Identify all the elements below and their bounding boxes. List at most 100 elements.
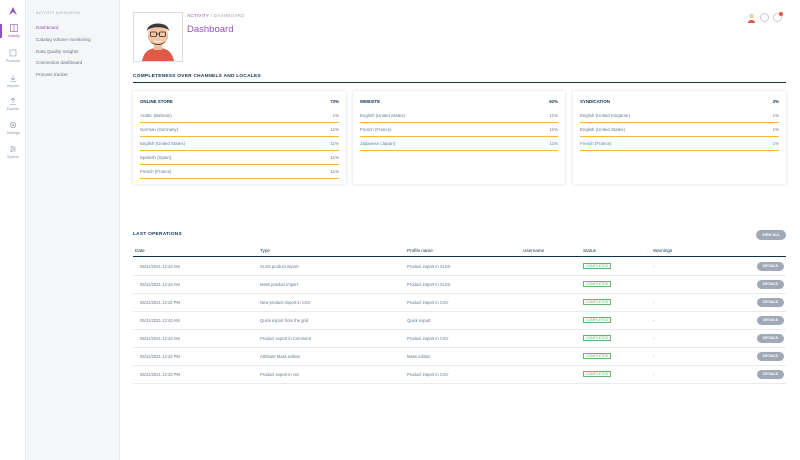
locale-pct: 11% bbox=[330, 127, 339, 132]
status-badge: COMPLETED bbox=[583, 263, 612, 269]
akeneo-logo-icon[interactable] bbox=[8, 6, 18, 16]
locale-row: French (France) 11% bbox=[140, 167, 339, 179]
col-profile: Profile name bbox=[407, 248, 433, 253]
table-row: 05/31/2021 12:43 AM XLSX product import … bbox=[133, 258, 786, 276]
row-date: 05/31/2021 12:43 PM bbox=[140, 372, 181, 377]
details-button[interactable]: DETAILS bbox=[757, 334, 784, 343]
channel-header: WEBSITE 92% bbox=[360, 99, 558, 105]
table-row: 05/31/2021 12:43 AM Quick export from th… bbox=[133, 312, 786, 330]
main-nav: Activity Products Imports Exports Settin… bbox=[0, 0, 26, 460]
nav-item-activity[interactable]: Activity bbox=[0, 24, 26, 38]
subnav-item-connection-dashboard[interactable]: Connection dashboard bbox=[36, 60, 83, 65]
col-warnings: Warnings bbox=[653, 248, 673, 253]
breadcrumb-separator: / bbox=[210, 13, 213, 18]
locale-row: Japanese (Japan) 11% bbox=[360, 139, 558, 151]
details-button[interactable]: DETAILS bbox=[757, 262, 784, 271]
channel-header: ONLINE STORE 73% bbox=[140, 99, 339, 105]
row-profile: Product import in XLSX bbox=[407, 264, 451, 269]
locale-name: English (United States) bbox=[580, 127, 625, 132]
locale-name: Japanese (Japan) bbox=[360, 141, 396, 146]
details-button[interactable]: DETAILS bbox=[757, 298, 784, 307]
locale-pct: 11% bbox=[549, 113, 558, 118]
row-type: Product export in Comment bbox=[260, 336, 311, 341]
nav-item-exports[interactable]: Exports bbox=[0, 97, 26, 111]
subnav-item-data-quality[interactable]: Data Quality Insights bbox=[36, 49, 79, 54]
col-username: Username bbox=[523, 248, 545, 253]
section-divider bbox=[133, 82, 786, 83]
details-button[interactable]: DETAILS bbox=[757, 316, 784, 325]
system-icon bbox=[10, 146, 16, 152]
locale-pct: 11% bbox=[549, 141, 558, 146]
locale-row: English (United Kingdom) 1% bbox=[580, 111, 779, 123]
locale-row: Arabic (Bahrain) 1% bbox=[140, 111, 339, 123]
locale-name: German (Germany) bbox=[140, 127, 179, 132]
locale-name: English (United Kingdom) bbox=[580, 113, 630, 118]
details-button[interactable]: DETAILS bbox=[757, 352, 784, 361]
table-row: 05/31/2021 12:32 PM New product import i… bbox=[133, 294, 786, 312]
activity-icon bbox=[10, 24, 18, 32]
row-date: 05/31/2021 12:43 AM bbox=[140, 282, 180, 287]
page-title: Dashboard bbox=[187, 24, 234, 35]
locale-pct: 1% bbox=[332, 113, 339, 118]
view-all-button[interactable]: VIEW ALL bbox=[756, 230, 786, 240]
locale-pct: 1% bbox=[772, 141, 779, 146]
nav-label: Activity bbox=[8, 34, 20, 38]
activity-subnav: ACTIVITY NAVIGATION Dashboard Catalog vo… bbox=[26, 0, 120, 460]
breadcrumb: ACTIVITY / DASHBOARD bbox=[187, 13, 245, 18]
help-icon[interactable] bbox=[760, 13, 769, 22]
nav-label: Products bbox=[5, 59, 21, 63]
locale-pct: 1% bbox=[772, 113, 779, 118]
subnav-item-process-tracker[interactable]: Process tracker bbox=[36, 72, 68, 77]
imports-icon bbox=[10, 75, 16, 82]
col-date: Date bbox=[135, 248, 145, 253]
completeness-title: COMPLETENESS OVER CHANNELS AND LOCALES bbox=[133, 74, 261, 79]
notification-dot bbox=[779, 12, 783, 16]
locale-row: German (Germany) 11% bbox=[140, 125, 339, 137]
col-type: Type bbox=[260, 248, 270, 253]
operations-title: LAST OPERATIONS bbox=[133, 232, 182, 237]
user-avatar-icon[interactable] bbox=[747, 13, 756, 23]
nav-label: System bbox=[7, 155, 19, 159]
row-profile: Product import in XLSX bbox=[407, 282, 451, 287]
row-type: XLSX product import bbox=[260, 264, 299, 269]
subnav-item-dashboard[interactable]: Dashboard bbox=[36, 25, 59, 30]
row-date: 05/31/2021 12:43 AM bbox=[140, 336, 180, 341]
row-type: Product export in csv bbox=[260, 372, 300, 377]
row-warnings: - bbox=[653, 354, 655, 359]
locale-row: English (United States) 1% bbox=[580, 125, 779, 137]
nav-item-imports[interactable]: Imports bbox=[0, 74, 26, 88]
dashboard-illustration bbox=[133, 12, 183, 62]
notifications-icon[interactable] bbox=[773, 12, 783, 22]
channel-card-syndication: SYNDICATION 3% English (United Kingdom) … bbox=[573, 91, 786, 184]
main-content: ACTIVITY / DASHBOARD Dashboard COMPLETEN… bbox=[120, 0, 800, 460]
breadcrumb-parent[interactable]: ACTIVITY bbox=[187, 13, 210, 18]
row-warnings: - bbox=[653, 318, 655, 323]
nav-item-system[interactable]: System bbox=[0, 145, 26, 159]
locale-pct: 1% bbox=[772, 127, 779, 132]
channel-header: SYNDICATION 3% bbox=[580, 99, 779, 105]
row-date: 05/31/2021 12:43 AM bbox=[140, 318, 180, 323]
status-badge: COMPLETED bbox=[583, 317, 612, 323]
row-date: 05/31/2021 12:43 AM bbox=[140, 264, 180, 269]
channel-pct: 73% bbox=[330, 99, 339, 104]
locale-name: English (United States) bbox=[140, 141, 185, 146]
locale-row: Spanish (Spain) 11% bbox=[140, 153, 339, 165]
operations-table-header: Date Type Profile name Username Status W… bbox=[133, 243, 786, 257]
row-profile: Product import in CSV bbox=[407, 336, 449, 341]
nav-item-settings[interactable]: Settings bbox=[0, 121, 26, 135]
locale-name: French (France) bbox=[140, 169, 172, 174]
nav-label: Settings bbox=[6, 131, 20, 135]
nav-item-products[interactable]: Products bbox=[0, 49, 26, 63]
channel-name: SYNDICATION bbox=[580, 99, 610, 104]
channel-pct: 92% bbox=[549, 99, 558, 104]
status-badge: COMPLETED bbox=[583, 353, 612, 359]
row-type: New product import in CSV bbox=[260, 300, 311, 305]
table-row: 05/31/2021 12:43 AM Mass product import … bbox=[133, 276, 786, 294]
status-badge: COMPLETED bbox=[583, 299, 612, 305]
nav-label: Imports bbox=[7, 84, 19, 88]
subnav-item-catalog-volume[interactable]: Catalog volume monitoring bbox=[36, 37, 91, 42]
row-profile: Quick export bbox=[407, 318, 431, 323]
details-button[interactable]: DETAILS bbox=[757, 370, 784, 379]
row-date: 05/31/2021 12:32 PM bbox=[140, 300, 181, 305]
details-button[interactable]: DETAILS bbox=[757, 280, 784, 289]
